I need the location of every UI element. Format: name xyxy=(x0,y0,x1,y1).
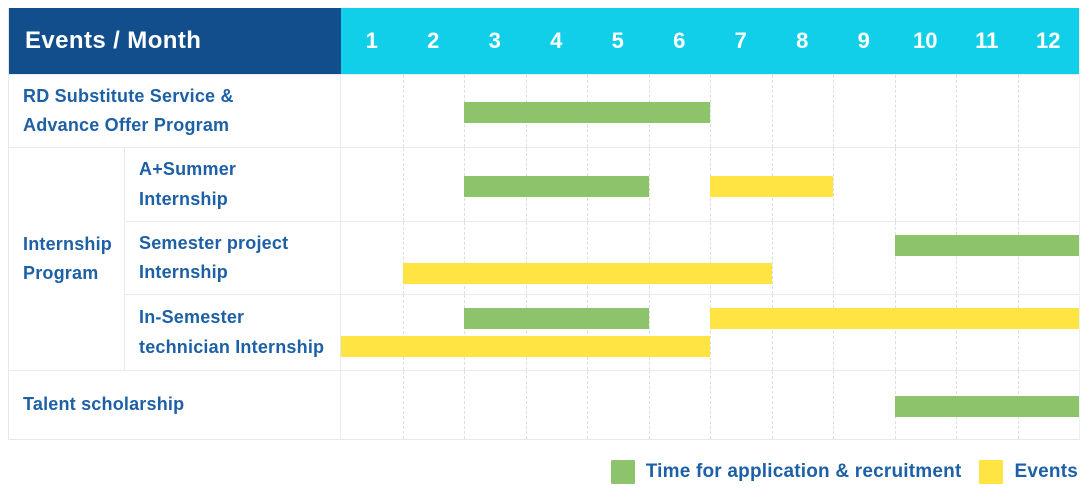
event-bar xyxy=(341,336,710,357)
month-header-3: 3 xyxy=(488,28,501,53)
month-gridline xyxy=(771,222,773,294)
month-header-8: 8 xyxy=(796,28,809,53)
month-gridline xyxy=(956,222,957,294)
month-gridline xyxy=(833,371,834,439)
month-gridline xyxy=(464,222,465,294)
month-gridline xyxy=(1017,295,1019,370)
month-gridline xyxy=(587,295,588,370)
application-swatch-icon xyxy=(610,460,635,484)
month-gridline xyxy=(710,295,711,370)
month-gridline xyxy=(402,371,404,439)
month-gridline xyxy=(771,295,773,370)
row-label: RD Substitute Service & Advance Offer Pr… xyxy=(9,75,341,147)
event-bar xyxy=(402,263,772,284)
month-gridline xyxy=(771,75,773,147)
row-label: A+Summer Internship xyxy=(125,148,341,221)
month-gridline xyxy=(402,222,404,294)
month-gridline xyxy=(710,222,711,294)
legend-item-application: Time for application & recruitment xyxy=(610,460,962,484)
header-row: Events / Month 1 2 3 4 5 6 7 8 9 10 11 12 xyxy=(9,8,1079,74)
month-header-10: 10 xyxy=(913,28,938,53)
month-gridline xyxy=(1017,75,1019,147)
month-header-11: 11 xyxy=(975,28,999,53)
row-talent-scholarship: Talent scholarship xyxy=(9,370,1079,439)
month-gridline xyxy=(525,371,527,439)
legend-label: Events xyxy=(1014,461,1078,482)
month-gridline xyxy=(525,295,527,370)
month-gridline xyxy=(402,148,404,221)
month-gridline xyxy=(894,148,896,221)
month-gridline xyxy=(833,75,834,147)
application-bar xyxy=(464,102,710,123)
month-gridline xyxy=(587,371,588,439)
group-internship-program: Internship Program A+Summer Internship S… xyxy=(9,147,1079,370)
month-gridline xyxy=(956,75,957,147)
month-header-12: 12 xyxy=(1036,28,1061,53)
chart-row-a-plus-summer xyxy=(341,148,1079,221)
row-rd-substitute: RD Substitute Service & Advance Offer Pr… xyxy=(9,74,1079,147)
month-gridline xyxy=(648,295,650,370)
month-header-5: 5 xyxy=(611,28,624,53)
row-label: Talent scholarship xyxy=(9,371,341,439)
month-gridline xyxy=(710,371,711,439)
row-in-semester-technician: In-Semester technician Internship xyxy=(125,294,1079,370)
month-gridline xyxy=(1017,222,1019,294)
application-bar xyxy=(464,175,649,197)
application-bar xyxy=(464,308,649,329)
chart-row-in-semester-technician xyxy=(341,295,1079,370)
month-gridline xyxy=(587,222,588,294)
internship-subrows: A+Summer Internship Semester project Int… xyxy=(125,148,1079,370)
event-swatch-icon xyxy=(979,460,1004,484)
month-header-2: 2 xyxy=(427,28,440,53)
month-gridline xyxy=(894,222,896,294)
legend-label: Time for application & recruitment xyxy=(645,461,962,482)
row-label: Semester project Internship xyxy=(125,222,341,294)
chart-row-talent-scholarship xyxy=(341,371,1079,439)
chart-row-semester-project xyxy=(341,222,1079,294)
application-bar xyxy=(894,235,1079,256)
month-gridline xyxy=(833,148,834,221)
row-semester-project: Semester project Internship xyxy=(125,221,1079,294)
month-gridline xyxy=(402,295,404,370)
month-gridline xyxy=(833,222,834,294)
month-gridline xyxy=(464,295,465,370)
month-gridline xyxy=(648,148,650,221)
month-header-7: 7 xyxy=(734,28,747,53)
month-header: 1 2 3 4 5 6 7 8 9 10 11 12 xyxy=(341,8,1079,74)
gantt-table: Events / Month 1 2 3 4 5 6 7 8 9 10 11 12 RD Substi… xyxy=(8,8,1080,440)
month-gridline xyxy=(894,295,896,370)
month-header-6: 6 xyxy=(673,28,686,53)
month-gridline xyxy=(710,75,711,147)
month-gridline xyxy=(464,371,465,439)
month-gridline xyxy=(402,75,404,147)
application-bar xyxy=(894,396,1079,417)
month-gridline xyxy=(648,222,650,294)
legend-item-events: Events xyxy=(979,460,1078,484)
month-header-4: 4 xyxy=(550,28,563,53)
month-gridline xyxy=(1017,148,1019,221)
month-gridline xyxy=(648,371,650,439)
row-label: In-Semester technician Internship xyxy=(125,295,341,370)
month-gridline xyxy=(956,295,957,370)
month-gridline xyxy=(833,295,834,370)
month-header-9: 9 xyxy=(857,28,870,53)
header-title: Events / Month xyxy=(9,8,341,74)
month-header-1: 1 xyxy=(365,28,378,53)
month-gridline xyxy=(956,148,957,221)
chart-row-rd-substitute xyxy=(341,75,1079,147)
row-a-plus-summer: A+Summer Internship xyxy=(125,148,1079,221)
event-bar xyxy=(710,308,1079,329)
month-gridline xyxy=(771,371,773,439)
event-bar xyxy=(710,175,833,197)
month-gridline xyxy=(894,75,896,147)
legend: Time for application & recruitment Event… xyxy=(610,455,1080,489)
month-gridline xyxy=(525,222,527,294)
group-label: Internship Program xyxy=(9,148,125,370)
